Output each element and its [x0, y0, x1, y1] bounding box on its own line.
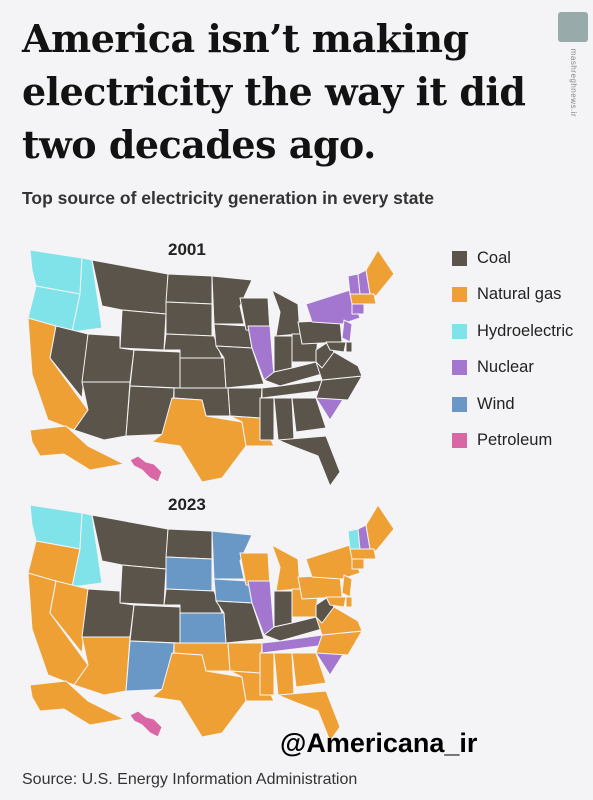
state-ak-2023 — [29, 680, 125, 726]
legend-item-wind: Wind — [452, 386, 592, 423]
legend-item-coal: Coal — [452, 240, 592, 277]
state-ms-2023 — [259, 652, 275, 696]
headline: America isn’t making electricity the way… — [22, 16, 526, 167]
legend-label-nuclear: Nuclear — [477, 358, 534, 377]
legend-item-petroleum: Petroleum — [452, 423, 592, 460]
state-ma-2001 — [349, 293, 377, 305]
legend-swatch-coal — [452, 250, 467, 266]
state-in-2023 — [273, 590, 293, 628]
watermark-logo-icon — [558, 12, 588, 42]
state-tx-2001 — [151, 397, 247, 483]
state-ga-2001 — [291, 397, 327, 433]
state-ks-2001 — [179, 357, 227, 389]
state-co-2001 — [129, 349, 181, 389]
legend-swatch-hydroelectric — [452, 323, 467, 339]
social-handle: @Americana_ir — [280, 728, 478, 758]
legend-label-natural-gas: Natural gas — [477, 285, 562, 304]
state-ny-2001 — [305, 289, 361, 325]
state-hi-2001 — [129, 455, 163, 483]
state-mo-2001 — [215, 345, 265, 389]
state-mi-2001 — [271, 289, 301, 337]
state-nd-2023 — [165, 528, 213, 560]
legend-item-natural-gas: Natural gas — [452, 277, 592, 314]
state-mo-2023 — [215, 600, 265, 644]
source-note: Source: U.S. Energy Information Administ… — [22, 771, 358, 788]
state-ar-2023 — [227, 642, 263, 674]
state-md-2001 — [325, 341, 347, 353]
state-ak-2001 — [29, 425, 125, 471]
state-ks-2023 — [179, 612, 227, 644]
map-year-label-2001: 2001 — [168, 240, 206, 259]
legend-item-nuclear: Nuclear — [452, 350, 592, 387]
state-id-2001 — [71, 257, 103, 333]
state-nd-2001 — [165, 273, 213, 305]
state-tx-2023 — [151, 652, 247, 738]
state-de-2001 — [345, 341, 353, 353]
state-hi-2023 — [129, 710, 163, 738]
watermark-text: mashreghnews.ir — [569, 48, 578, 118]
state-ar-2001 — [227, 387, 263, 419]
state-co-2023 — [129, 604, 181, 644]
legend-label-petroleum: Petroleum — [477, 431, 553, 450]
state-mn-2023 — [211, 530, 253, 580]
subtitle: Top source of electricity generation in … — [22, 188, 435, 208]
legend-swatch-wind — [452, 396, 467, 412]
state-ct-2023 — [351, 558, 365, 570]
state-al-2023 — [273, 652, 295, 696]
state-in-2001 — [273, 335, 293, 373]
legend-swatch-petroleum — [452, 433, 467, 449]
legend-label-coal: Coal — [477, 248, 511, 267]
state-mt-2023 — [91, 514, 169, 570]
state-ma-2023 — [349, 548, 377, 560]
state-id-2023 — [71, 512, 103, 588]
legend-label-wind: Wind — [477, 394, 515, 413]
legend-swatch-natural-gas — [452, 287, 467, 303]
state-me-2001 — [365, 249, 395, 297]
map-2023 — [27, 504, 395, 742]
state-al-2001 — [273, 397, 295, 441]
state-de-2023 — [345, 596, 353, 608]
state-nj-2023 — [341, 574, 353, 598]
legend-swatch-nuclear — [452, 360, 467, 376]
state-ms-2001 — [259, 397, 275, 441]
legend-item-hydroelectric: Hydroelectric — [452, 313, 592, 350]
state-nj-2001 — [341, 319, 353, 343]
state-mt-2001 — [91, 259, 169, 315]
state-wy-2001 — [119, 309, 167, 351]
state-me-2023 — [365, 504, 395, 552]
state-nv-2001 — [49, 325, 89, 399]
state-nv-2023 — [49, 580, 89, 654]
state-mn-2001 — [211, 275, 253, 325]
state-ny-2023 — [305, 544, 361, 580]
state-md-2023 — [325, 596, 347, 608]
state-mi-2023 — [271, 544, 301, 592]
map-year-label-2023: 2023 — [168, 495, 206, 514]
state-sd-2001 — [165, 301, 213, 337]
state-fl-2023 — [277, 690, 341, 742]
legend: Coal Natural gas Hydroelectric Nuclear W… — [452, 240, 592, 459]
state-wy-2023 — [119, 564, 167, 606]
state-ct-2001 — [351, 303, 365, 315]
map-2001 — [27, 249, 395, 487]
state-fl-2001 — [277, 435, 341, 487]
state-sd-2023 — [165, 556, 213, 592]
watermark: mashreghnews.ir — [548, 12, 588, 122]
state-ga-2023 — [291, 652, 327, 688]
legend-label-hydroelectric: Hydroelectric — [477, 321, 574, 340]
